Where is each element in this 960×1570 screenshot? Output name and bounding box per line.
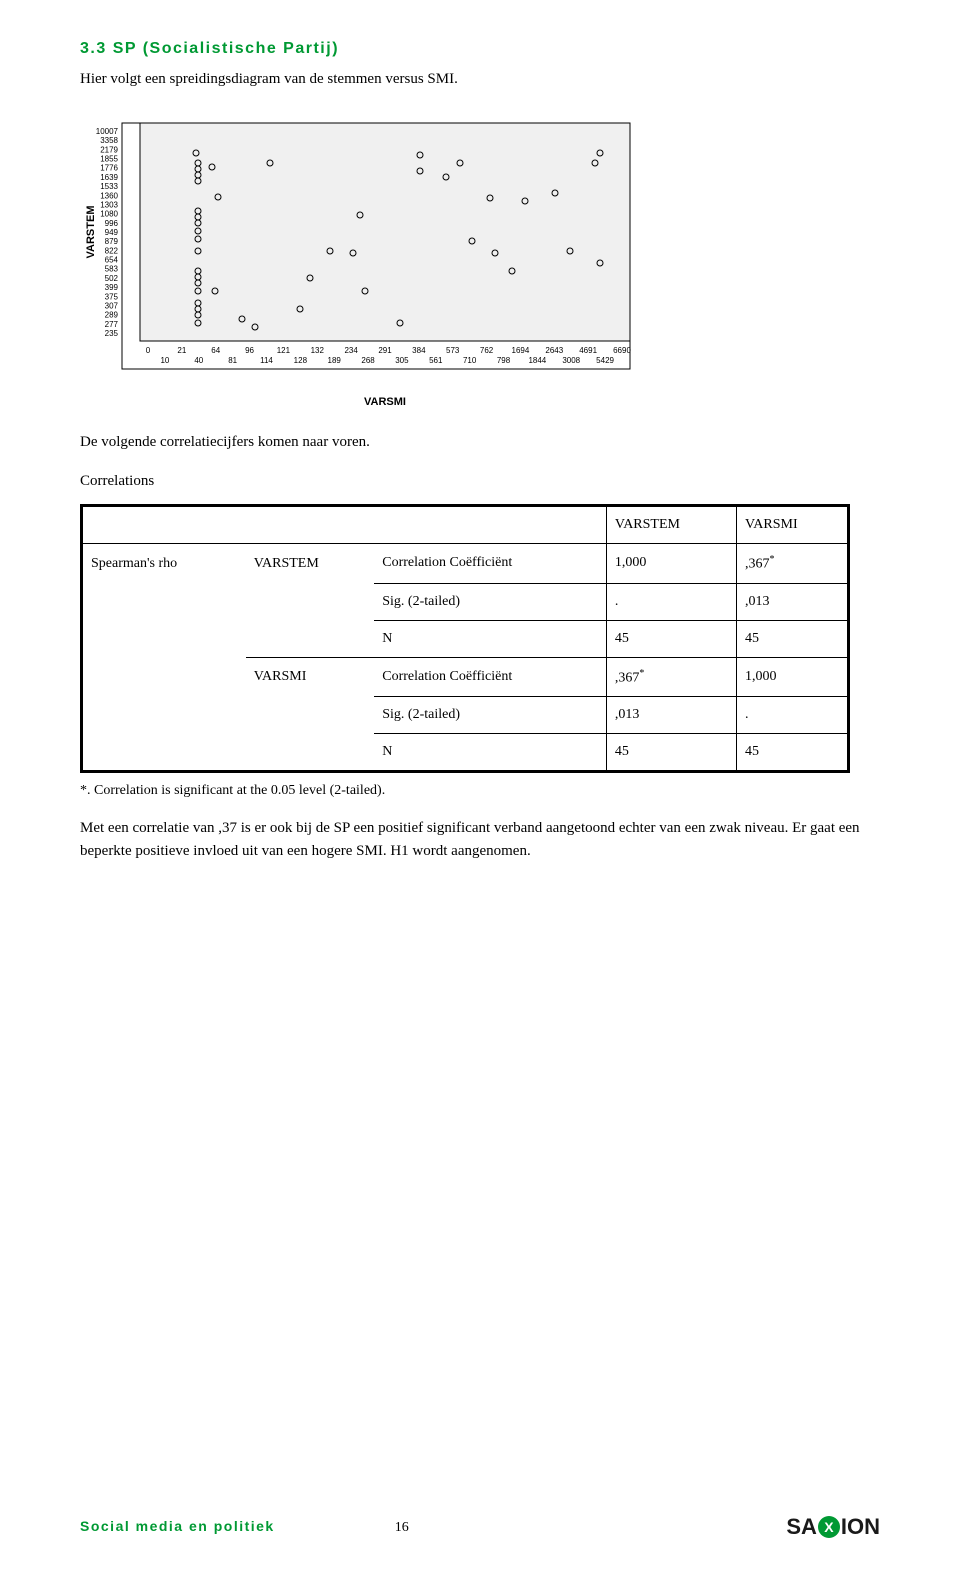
row-metric: N xyxy=(374,734,606,772)
svg-text:2643: 2643 xyxy=(545,346,563,355)
svg-text:10: 10 xyxy=(160,356,169,365)
cell-value: 45 xyxy=(736,620,848,657)
correlations-label: Correlations xyxy=(80,473,880,490)
svg-text:114: 114 xyxy=(260,356,273,365)
row-metric: N xyxy=(374,620,606,657)
svg-text:268: 268 xyxy=(361,356,375,365)
svg-text:3008: 3008 xyxy=(562,356,580,365)
cell-value: ,013 xyxy=(606,697,736,734)
cell-value: 1,000 xyxy=(606,544,736,584)
svg-text:710: 710 xyxy=(463,356,477,365)
cell-value: . xyxy=(736,697,848,734)
svg-text:189: 189 xyxy=(328,356,342,365)
svg-text:128: 128 xyxy=(294,356,308,365)
svg-text:291: 291 xyxy=(378,346,392,355)
svg-text:10007: 10007 xyxy=(96,127,119,136)
svg-text:21: 21 xyxy=(177,346,186,355)
svg-text:1639: 1639 xyxy=(100,172,118,181)
svg-text:399: 399 xyxy=(105,283,119,292)
row-metric: Sig. (2-tailed) xyxy=(374,697,606,734)
svg-text:762: 762 xyxy=(480,346,494,355)
svg-text:3358: 3358 xyxy=(100,136,118,145)
cell-value: 45 xyxy=(606,620,736,657)
correlations-table: VARSTEM VARSMI Spearman's rho VARSTEM Co… xyxy=(80,504,850,773)
page-number: 16 xyxy=(395,1520,409,1536)
svg-text:121: 121 xyxy=(277,346,291,355)
footer-title: Social media en politiek xyxy=(80,1518,275,1534)
svg-text:822: 822 xyxy=(105,246,119,255)
scatter-svg: 1000733582179185517761639153313601303108… xyxy=(80,111,670,411)
svg-text:235: 235 xyxy=(105,329,119,338)
row-metric: Correlation Coëfficiënt xyxy=(374,544,606,584)
svg-text:1694: 1694 xyxy=(512,346,530,355)
svg-text:654: 654 xyxy=(105,255,119,264)
spearman-label: Spearman's rho xyxy=(82,544,246,584)
svg-text:4691: 4691 xyxy=(579,346,597,355)
col-header-varstem: VARSTEM xyxy=(606,506,736,544)
svg-text:1080: 1080 xyxy=(100,209,118,218)
svg-text:132: 132 xyxy=(311,346,325,355)
svg-text:5429: 5429 xyxy=(596,356,614,365)
svg-text:6690: 6690 xyxy=(613,346,631,355)
svg-text:502: 502 xyxy=(105,273,119,282)
section-heading: 3.3 SP (Socialistische Partij) xyxy=(80,40,880,58)
svg-text:879: 879 xyxy=(105,237,119,246)
svg-text:2179: 2179 xyxy=(100,145,118,154)
svg-text:0: 0 xyxy=(146,346,151,355)
svg-text:VARSMI: VARSMI xyxy=(364,396,406,408)
row-var-varstem: VARSTEM xyxy=(246,544,375,584)
cell-value: ,367* xyxy=(736,544,848,584)
scatter-chart: 1000733582179185517761639153313601303108… xyxy=(80,111,880,411)
svg-text:1303: 1303 xyxy=(100,200,118,209)
svg-text:996: 996 xyxy=(105,218,119,227)
after-chart-text: De volgende correlatiecijfers komen naar… xyxy=(80,431,880,454)
svg-text:277: 277 xyxy=(105,319,119,328)
svg-text:375: 375 xyxy=(105,292,119,301)
svg-text:307: 307 xyxy=(105,301,119,310)
svg-text:949: 949 xyxy=(105,228,119,237)
svg-text:1844: 1844 xyxy=(528,356,546,365)
svg-text:561: 561 xyxy=(429,356,443,365)
row-var-varsmi: VARSMI xyxy=(246,657,375,697)
intro-text: Hier volgt een spreidingsdiagram van de … xyxy=(80,68,880,91)
svg-text:64: 64 xyxy=(211,346,220,355)
cell-value: ,013 xyxy=(736,583,848,620)
svg-text:305: 305 xyxy=(395,356,409,365)
svg-text:1855: 1855 xyxy=(100,154,118,163)
svg-text:798: 798 xyxy=(497,356,511,365)
svg-text:234: 234 xyxy=(344,346,358,355)
cell-value: ,367* xyxy=(606,657,736,697)
svg-text:583: 583 xyxy=(105,264,119,273)
page-footer: Social media en politiek 16 SAXION xyxy=(80,1514,880,1540)
svg-text:384: 384 xyxy=(412,346,426,355)
svg-text:81: 81 xyxy=(228,356,237,365)
saxion-logo: SAXION xyxy=(786,1514,880,1540)
cell-value: 45 xyxy=(736,734,848,772)
svg-text:1360: 1360 xyxy=(100,191,118,200)
row-metric: Sig. (2-tailed) xyxy=(374,583,606,620)
svg-text:573: 573 xyxy=(446,346,460,355)
svg-text:40: 40 xyxy=(194,356,203,365)
svg-text:1533: 1533 xyxy=(100,182,118,191)
col-header-varsmi: VARSMI xyxy=(736,506,848,544)
svg-text:96: 96 xyxy=(245,346,254,355)
row-metric: Correlation Coëfficiënt xyxy=(374,657,606,697)
cell-value: 45 xyxy=(606,734,736,772)
svg-text:289: 289 xyxy=(105,310,119,319)
cell-value: 1,000 xyxy=(736,657,848,697)
table-footnote: *. Correlation is significant at the 0.0… xyxy=(80,783,880,799)
svg-text:1776: 1776 xyxy=(100,163,118,172)
conclusion-text: Met een correlatie van ,37 is er ook bij… xyxy=(80,817,880,862)
svg-text:VARSTEM: VARSTEM xyxy=(85,205,97,258)
cell-value: . xyxy=(606,583,736,620)
